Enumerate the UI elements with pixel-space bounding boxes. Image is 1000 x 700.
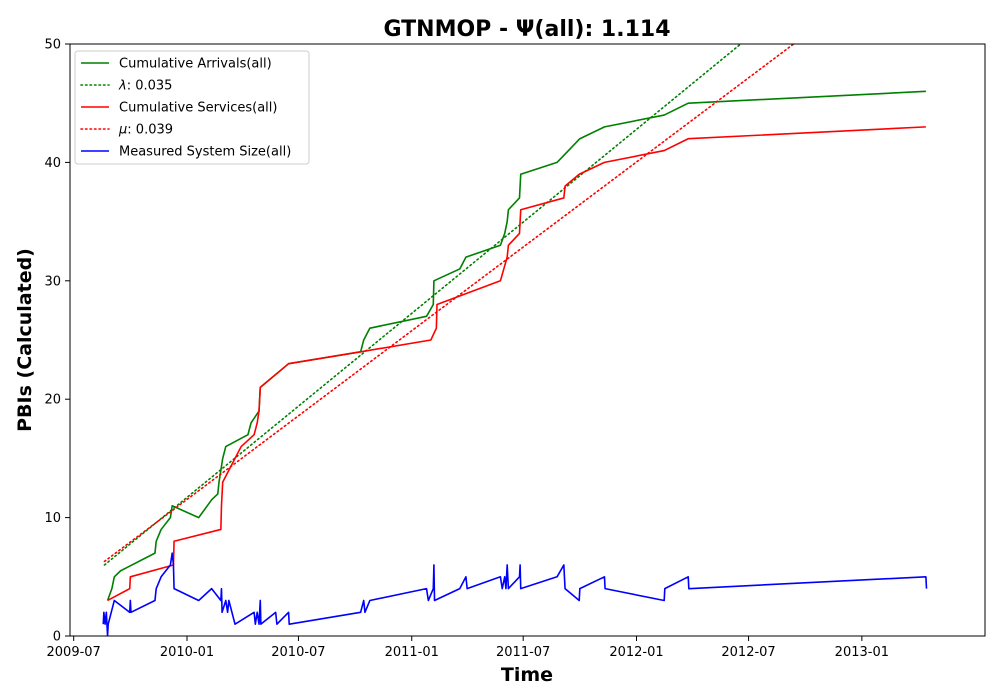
series-line-4 xyxy=(103,44,795,563)
series-line-1 xyxy=(106,90,926,601)
chart-title: GTNMOP - Ψ(all): 1.114 xyxy=(383,17,670,42)
y-axis-label: PBIs (Calculated) xyxy=(14,248,36,432)
y-tick-label: 20 xyxy=(44,393,61,408)
legend-items: Cumulative Arrivals(all) λ: 0.035 Cumulati… xyxy=(80,57,291,160)
legend-label-2: λ: 0.035 xyxy=(118,79,172,94)
y-tick-label: 0 xyxy=(53,630,61,645)
y-tick-label: 50 xyxy=(44,38,61,53)
legend: Cumulative Arrivals(all) λ: 0.035 Cumulati… xyxy=(74,50,310,165)
x-axis-label: Time xyxy=(501,664,553,686)
x-tick-label: 2012-07 xyxy=(721,645,775,660)
y-tick-label: 30 xyxy=(44,274,61,289)
legend-label-4: μ: 0.039 xyxy=(118,123,173,138)
legend-label-3: Cumulative Services(all) xyxy=(119,101,277,116)
y-tick-label: 10 xyxy=(44,511,61,526)
plot-area: 2009-07 2010-01 2010-07 2011-01 2011-07 2012-… xyxy=(44,38,986,660)
x-tick-label: 2010-07 xyxy=(271,645,325,660)
series-line-2 xyxy=(103,44,742,566)
x-axis: 2009-07 2010-01 2010-07 2011-01 2011-07 2012-… xyxy=(47,636,889,660)
x-tick-label: 2011-07 xyxy=(496,645,550,660)
y-tick-label: 40 xyxy=(44,156,61,171)
legend-label-1: Cumulative Arrivals(all) xyxy=(119,57,272,72)
series-line-3 xyxy=(107,126,926,602)
x-tick-label: 2011-01 xyxy=(385,645,439,660)
series-group xyxy=(102,44,928,636)
legend-box xyxy=(74,50,310,165)
x-tick-label: 2009-07 xyxy=(47,645,101,660)
x-tick-label: 2010-01 xyxy=(160,645,214,660)
series-line-5 xyxy=(102,552,928,636)
y-axis: 0 10 20 30 40 50 xyxy=(44,38,70,645)
x-tick-label: 2012-01 xyxy=(609,645,663,660)
plot-frame xyxy=(69,43,986,637)
legend-label-5: Measured System Size(all) xyxy=(119,145,291,160)
x-tick-label: 2013-01 xyxy=(835,645,889,660)
